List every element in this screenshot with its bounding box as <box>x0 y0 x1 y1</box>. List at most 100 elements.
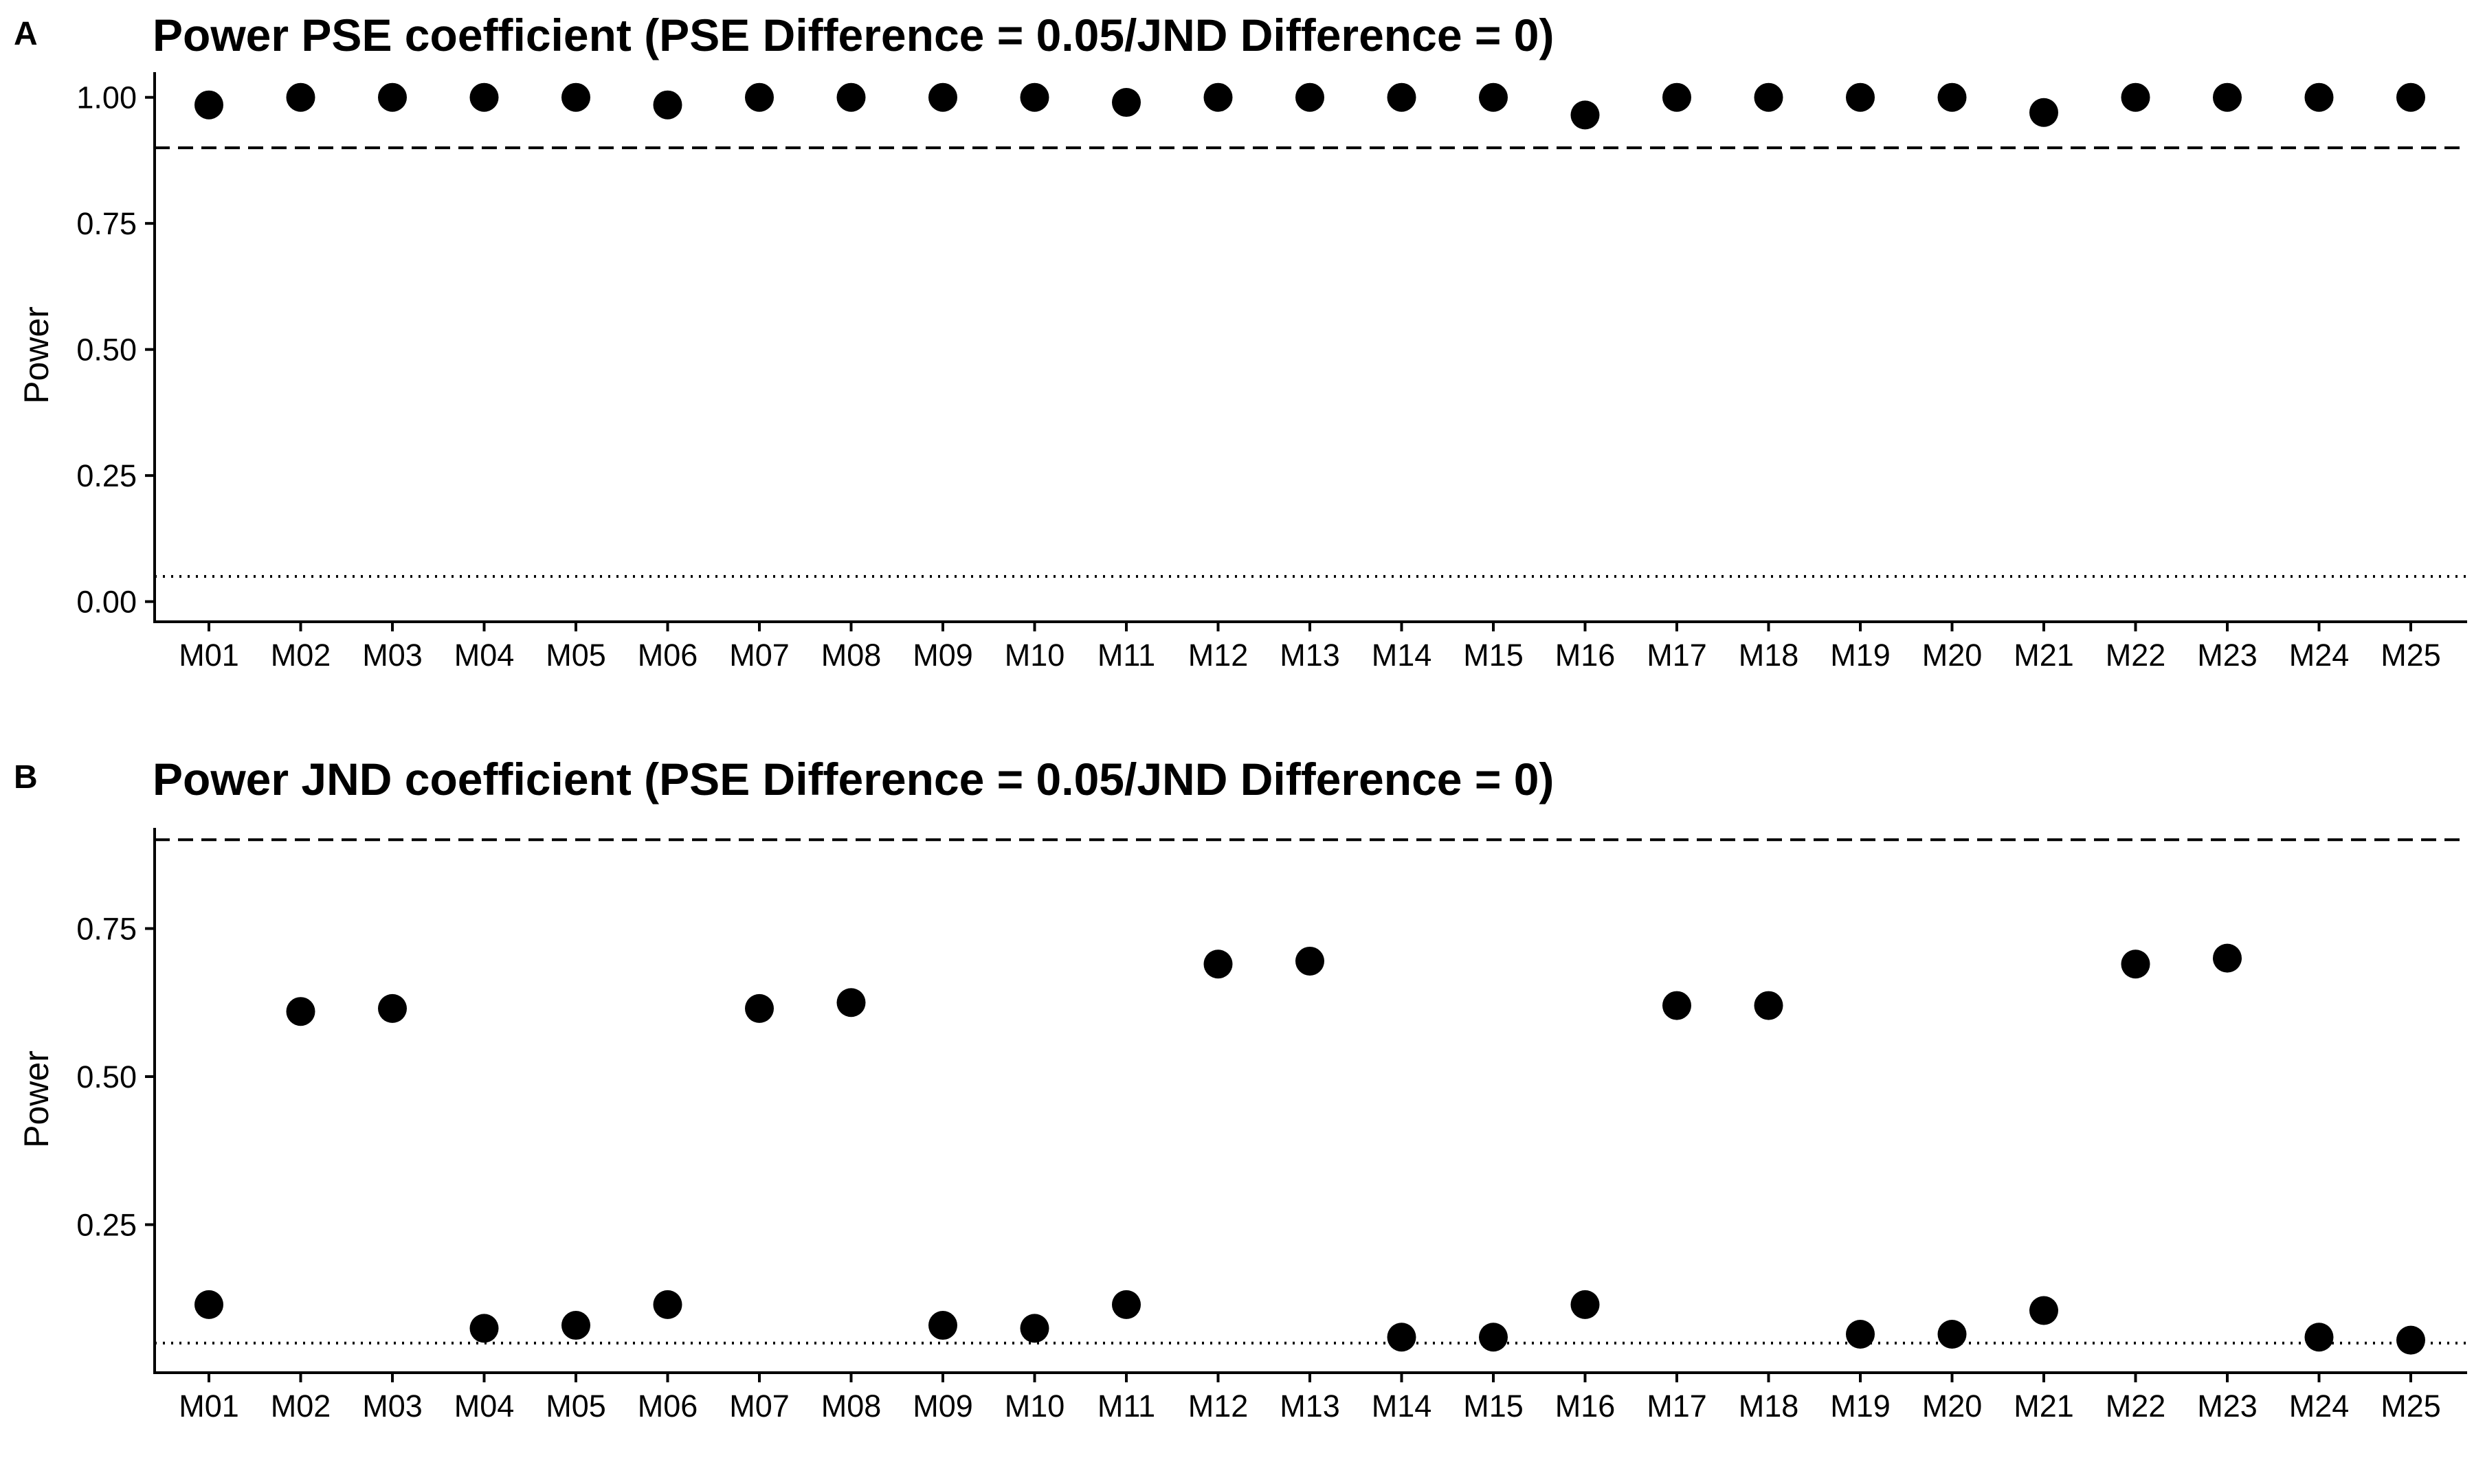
panel-b-x-tick-label-m04: M04 <box>454 1389 515 1424</box>
panel-a-points <box>194 82 2425 130</box>
panel-b-y-tick-label: 0.50 <box>76 1059 137 1094</box>
panel-a-point-m16 <box>1570 100 1600 130</box>
panel-a-x-tick-label-m23: M23 <box>2197 638 2258 673</box>
panel-a-title: Power PSE coefficient (PSE Difference = … <box>153 10 1554 60</box>
panel-b-point-m01 <box>194 1290 223 1319</box>
panel-a-point-m15 <box>1479 82 1508 112</box>
panel-a-point-m04 <box>469 82 499 112</box>
panel-b-x-ticks: M01 M02 M03 M04 M05 M06 M07 M08 M09 M10 M11 M12 M13 M… <box>179 1373 2441 1424</box>
panel-a-x-tick-label-m07: M07 <box>729 638 790 673</box>
panel-a-point-m17 <box>1662 82 1691 112</box>
panel-b-x-tick-label-m03: M03 <box>362 1389 423 1424</box>
panel-b-x-tick-label-m20: M20 <box>1922 1389 1983 1424</box>
panel-a-x-tick-label-m04: M04 <box>454 638 515 673</box>
panel-a-point-m01 <box>194 90 223 120</box>
panel-b-point-m17 <box>1662 991 1691 1020</box>
panel-b-point-m02 <box>286 997 315 1026</box>
panel-a-y-tick-label: 0.00 <box>76 585 137 620</box>
panel-b-point-m22 <box>2121 949 2150 979</box>
panel-a-x-tick-label-m10: M10 <box>1005 638 1065 673</box>
panel-b-x-tick-label-m11: M11 <box>1097 1389 1155 1424</box>
panel-a-x-tick-label-m01: M01 <box>179 638 239 673</box>
panel-a-x-tick-label-m24: M24 <box>2289 638 2350 673</box>
panel-b-x-tick-label-m01: M01 <box>179 1389 239 1424</box>
panel-a-point-m11 <box>1112 88 1141 117</box>
panel-b-x-tick-label-m10: M10 <box>1005 1389 1065 1424</box>
panel-a-point-m14 <box>1387 82 1416 112</box>
panel-b-x-tick-label-m17: M17 <box>1647 1389 1707 1424</box>
panel-a-point-m10 <box>1020 82 1049 112</box>
panel-b-x-tick-label-m23: M23 <box>2197 1389 2258 1424</box>
panel-b-point-m06 <box>653 1290 682 1319</box>
panel-b-x-tick-label-m22: M22 <box>2106 1389 2166 1424</box>
panel-b-x-tick-label-m02: M02 <box>271 1389 331 1424</box>
panel-a-y-tick-label: 0.50 <box>76 333 137 368</box>
panel-b-point-m10 <box>1020 1314 1049 1343</box>
panel-b-point-m19 <box>1846 1319 1875 1349</box>
panel-a-x-tick-label-m03: M03 <box>362 638 423 673</box>
panel-a-y-tick-label: 0.25 <box>76 458 137 493</box>
panel-b-x-tick-label-m09: M09 <box>913 1389 973 1424</box>
panel-b-point-m05 <box>561 1311 590 1340</box>
panel-b-x-tick-label-m13: M13 <box>1280 1389 1340 1424</box>
panel-b-x-tick-label-m08: M08 <box>821 1389 882 1424</box>
panel-b-point-m08 <box>836 988 866 1018</box>
panel-a-x-tick-label-m13: M13 <box>1280 638 1340 673</box>
panel-b: B Power JND coefficient (PSE Difference … <box>14 754 2467 1424</box>
panel-a-y-tick-label: 1.00 <box>76 80 137 115</box>
panel-b-y-tick-label: 0.25 <box>76 1208 137 1243</box>
panel-b-point-m13 <box>1295 946 1324 976</box>
panel-a-x-ticks: M01 M02 M03 M04 M05 M06 M07 M08 M09 M10 M11 M12 M13 M… <box>179 622 2441 673</box>
panel-b-point-m14 <box>1387 1323 1416 1352</box>
panel-b-title: Power JND coefficient (PSE Difference = … <box>153 754 1554 805</box>
panel-a-x-tick-label-m17: M17 <box>1647 638 1707 673</box>
panel-b-point-m16 <box>1570 1290 1600 1319</box>
panel-a-x-tick-label-m16: M16 <box>1555 638 1616 673</box>
panel-b-letter: B <box>14 759 38 796</box>
panel-b-x-tick-label-m12: M12 <box>1188 1389 1249 1424</box>
panel-b-x-tick-label-m06: M06 <box>638 1389 698 1424</box>
panel-b-x-tick-label-m25: M25 <box>2381 1389 2441 1424</box>
panel-a: A Power PSE coefficient (PSE Difference … <box>14 10 2467 673</box>
panel-b-points <box>194 943 2425 1355</box>
panel-b-x-tick-label-m21: M21 <box>2014 1389 2074 1424</box>
panel-b-point-m03 <box>378 993 407 1023</box>
panel-a-x-tick-label-m14: M14 <box>1372 638 1432 673</box>
panel-b-x-tick-label-m14: M14 <box>1372 1389 1432 1424</box>
panel-a-x-tick-label-m18: M18 <box>1739 638 1799 673</box>
panel-a-x-tick-label-m21: M21 <box>2014 638 2074 673</box>
panel-b-point-m11 <box>1112 1290 1141 1319</box>
panel-a-letter: A <box>14 16 38 52</box>
panel-a-point-m12 <box>1203 82 1233 112</box>
panel-a-point-m13 <box>1295 82 1324 112</box>
panel-b-x-tick-label-m24: M24 <box>2289 1389 2350 1424</box>
panel-b-y-tick-label: 0.75 <box>76 912 137 947</box>
panel-a-point-m06 <box>653 90 682 120</box>
panel-a-x-tick-label-m02: M02 <box>271 638 331 673</box>
panel-b-point-m04 <box>469 1314 499 1343</box>
panel-b-point-m25 <box>2396 1325 2425 1355</box>
panel-a-point-m21 <box>2029 98 2058 127</box>
panel-b-reference-lines <box>155 838 2467 1345</box>
panel-b-point-m18 <box>1754 991 1783 1020</box>
panel-b-y-axis-title: Power <box>17 1050 56 1148</box>
panel-b-x-tick-label-m05: M05 <box>546 1389 606 1424</box>
panel-b-point-m20 <box>1937 1319 1967 1349</box>
panel-a-point-m18 <box>1754 82 1783 112</box>
panel-b-x-tick-label-m16: M16 <box>1555 1389 1616 1424</box>
panel-b-point-m21 <box>2029 1296 2058 1325</box>
panel-a-reference-lines <box>155 146 2467 578</box>
panel-b-point-m23 <box>2213 943 2242 973</box>
panel-a-x-tick-label-m05: M05 <box>546 638 606 673</box>
panel-a-x-tick-label-m20: M20 <box>1922 638 1983 673</box>
panel-a-point-m25 <box>2396 82 2425 112</box>
panel-b-x-tick-label-m07: M07 <box>729 1389 790 1424</box>
panel-a-x-tick-label-m19: M19 <box>1830 638 1891 673</box>
panel-a-x-tick-label-m25: M25 <box>2381 638 2441 673</box>
panel-a-x-tick-label-m08: M08 <box>821 638 882 673</box>
panel-a-x-tick-label-m22: M22 <box>2106 638 2166 673</box>
panel-a-y-ticks: 0.00 0.25 0.50 0.75 1.00 <box>76 80 155 620</box>
panel-a-point-m23 <box>2213 82 2242 112</box>
panel-a-point-m07 <box>745 82 774 112</box>
